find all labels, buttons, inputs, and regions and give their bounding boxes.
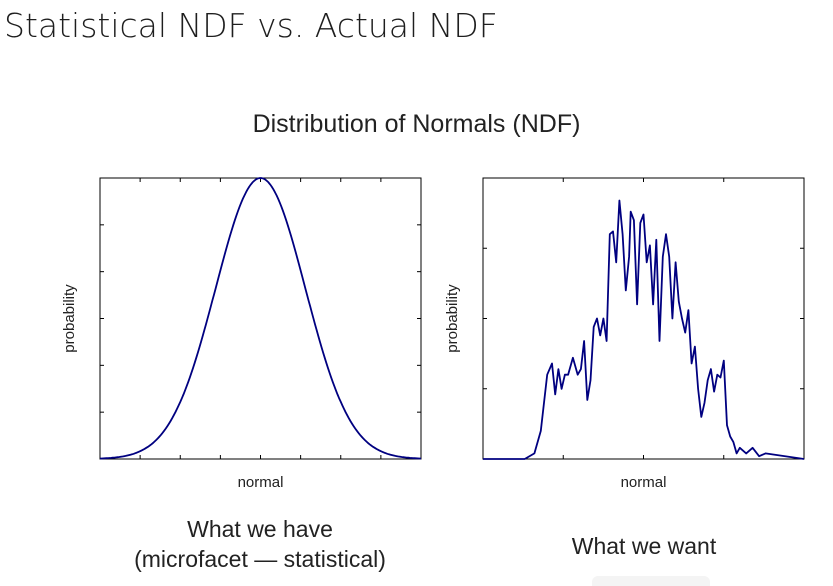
chart-2-y-axis-label: probability	[444, 284, 461, 353]
chart-1-frame	[99, 177, 422, 460]
chart-2-series-line	[483, 199, 805, 460]
chart-1-y-axis-label: probability	[61, 284, 78, 353]
chart-2-x-axis-label: normal	[621, 474, 667, 491]
caption-statistical: What we have (microfacet — statistical)	[60, 514, 460, 574]
caption-statistical-line2: (microfacet — statistical)	[134, 546, 386, 572]
corner-decoration	[592, 576, 710, 586]
chart-1-series-line	[100, 177, 421, 460]
caption-actual-line1: What we want	[571, 533, 717, 559]
section-title: Distribution of Normals (NDF)	[252, 110, 581, 138]
slide-title: Statistical NDF vs. Actual NDF	[4, 6, 498, 45]
caption-actual: What we want	[444, 531, 833, 561]
chart-1-x-axis-label: normal	[238, 474, 284, 491]
caption-statistical-line1: What we have	[187, 516, 333, 542]
